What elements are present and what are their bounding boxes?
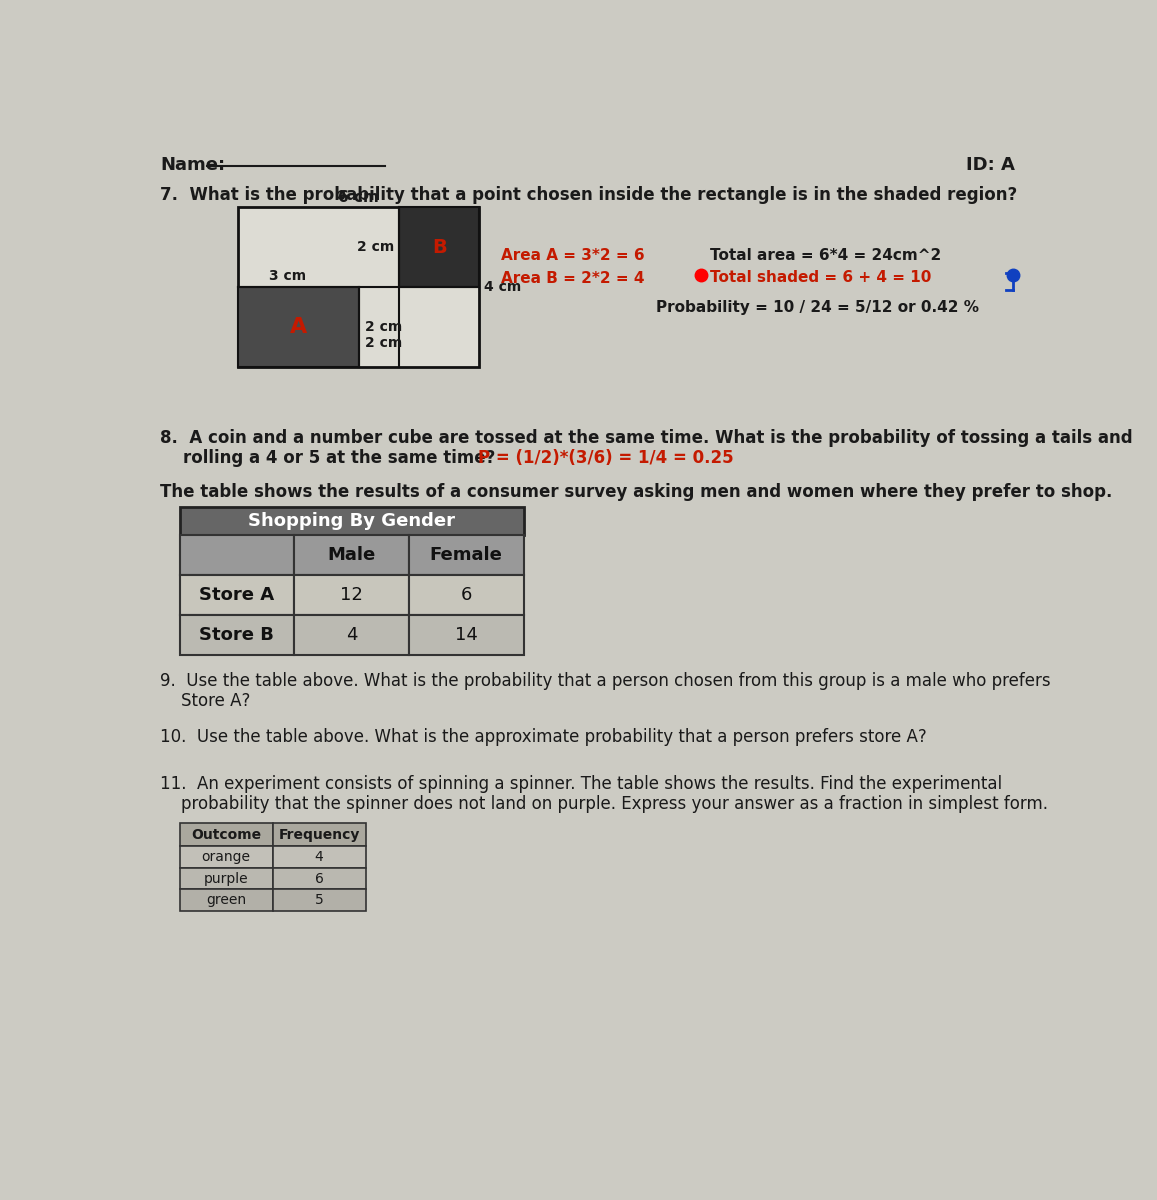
Text: rolling a 4 or 5 at the same time?: rolling a 4 or 5 at the same time? xyxy=(160,449,495,467)
Text: The table shows the results of a consumer survey asking men and women where they: The table shows the results of a consume… xyxy=(160,482,1113,500)
Text: 5: 5 xyxy=(315,893,323,907)
Text: 6 cm: 6 cm xyxy=(338,190,379,205)
Bar xyxy=(179,575,294,616)
Bar xyxy=(294,535,408,575)
Bar xyxy=(237,287,359,367)
Text: Store A?: Store A? xyxy=(160,692,251,710)
Text: 3 cm: 3 cm xyxy=(268,270,305,283)
Bar xyxy=(179,508,524,535)
Text: 2 cm: 2 cm xyxy=(364,336,401,349)
Text: orange: orange xyxy=(201,850,251,864)
Text: green: green xyxy=(206,893,246,907)
Text: B: B xyxy=(432,238,447,257)
Text: Store A: Store A xyxy=(199,587,274,605)
Text: 6: 6 xyxy=(315,871,324,886)
Text: 6: 6 xyxy=(460,587,472,605)
Bar xyxy=(179,846,273,868)
Text: Name:: Name: xyxy=(160,156,226,174)
Bar xyxy=(399,208,479,287)
Text: 11.  An experiment consists of spinning a spinner. The table shows the results. : 11. An experiment consists of spinning a… xyxy=(160,775,1002,793)
Text: ID: A: ID: A xyxy=(966,156,1015,174)
Text: A: A xyxy=(289,317,307,337)
Bar xyxy=(237,208,479,367)
Bar xyxy=(408,575,524,616)
Text: Area A = 3*2 = 6: Area A = 3*2 = 6 xyxy=(501,248,644,263)
Bar xyxy=(273,868,366,889)
Bar xyxy=(179,889,273,911)
Text: 4: 4 xyxy=(346,626,358,644)
Text: Area B = 2*2 = 4: Area B = 2*2 = 4 xyxy=(501,271,644,286)
Bar xyxy=(179,616,294,655)
Text: 7.  What is the probability that a point chosen inside the rectangle is in the s: 7. What is the probability that a point … xyxy=(160,186,1017,204)
Text: 4: 4 xyxy=(315,850,323,864)
Bar xyxy=(179,868,273,889)
Bar xyxy=(408,616,524,655)
Text: Total area = 6*4 = 24cm^2: Total area = 6*4 = 24cm^2 xyxy=(710,248,942,263)
Bar xyxy=(294,575,408,616)
Text: 12: 12 xyxy=(340,587,363,605)
Text: Probability = 10 / 24 = 5/12 or 0.42 %: Probability = 10 / 24 = 5/12 or 0.42 % xyxy=(656,300,979,316)
Text: P = (1/2)*(3/6) = 1/4 = 0.25: P = (1/2)*(3/6) = 1/4 = 0.25 xyxy=(478,449,734,467)
Bar xyxy=(294,616,408,655)
Bar xyxy=(179,535,294,575)
Bar xyxy=(273,846,366,868)
Text: Outcome: Outcome xyxy=(191,828,261,841)
Text: probability that the spinner does not land on purple. Express your answer as a f: probability that the spinner does not la… xyxy=(160,796,1048,814)
Text: Shopping By Gender: Shopping By Gender xyxy=(248,512,455,530)
Bar xyxy=(273,889,366,911)
Text: 9.  Use the table above. What is the probability that a person chosen from this : 9. Use the table above. What is the prob… xyxy=(160,672,1051,690)
Text: purple: purple xyxy=(204,871,249,886)
Bar xyxy=(273,823,366,846)
Bar xyxy=(179,823,273,846)
Text: Store B: Store B xyxy=(199,626,274,644)
Text: Female: Female xyxy=(429,546,502,564)
Text: 14: 14 xyxy=(455,626,478,644)
Text: 10.  Use the table above. What is the approximate probability that a person pref: 10. Use the table above. What is the app… xyxy=(160,727,927,745)
Text: 2 cm: 2 cm xyxy=(356,240,395,254)
Text: Total shaded = 6 + 4 = 10: Total shaded = 6 + 4 = 10 xyxy=(710,270,931,284)
Text: 2 cm: 2 cm xyxy=(364,320,401,335)
Bar xyxy=(408,535,524,575)
Text: Male: Male xyxy=(327,546,376,564)
Text: 4 cm: 4 cm xyxy=(484,281,522,294)
Text: 8.  A coin and a number cube are tossed at the same time. What is the probabilit: 8. A coin and a number cube are tossed a… xyxy=(160,428,1133,446)
Text: Frequency: Frequency xyxy=(279,828,360,841)
